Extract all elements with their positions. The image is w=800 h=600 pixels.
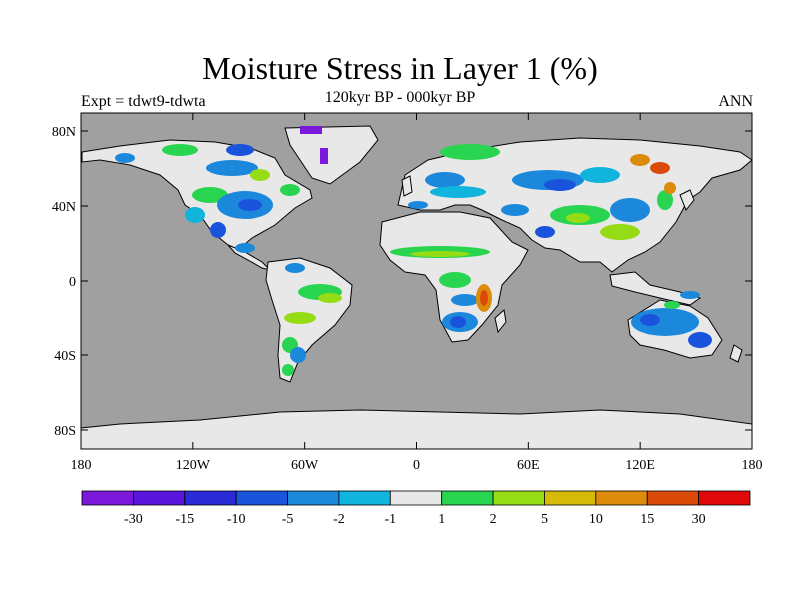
- map-title: Moisture Stress in Layer 1 (%): [202, 50, 598, 86]
- lon-tick-label: 180: [71, 458, 92, 473]
- lon-tick-label: 0: [413, 458, 420, 473]
- latitude-axis: 80N 40N 0 40S 80S: [52, 125, 752, 439]
- legend-label: 2: [490, 512, 497, 527]
- longitude-axis: 180 120W 60W 0 60E 120E 180: [71, 113, 763, 473]
- legend-label: -15: [175, 512, 194, 527]
- legend-label: -30: [124, 512, 143, 527]
- legend-swatch: [338, 490, 391, 506]
- legend-swatch: [646, 490, 700, 506]
- landmass-indonesia: [609, 271, 702, 306]
- legend-label: 15: [640, 512, 654, 527]
- legend-swatch: [389, 490, 443, 506]
- legend-swatch: [132, 490, 186, 506]
- landmass-british-isles: [401, 175, 413, 197]
- legend-swatch: [595, 490, 648, 506]
- lon-tick-label: 120W: [176, 458, 211, 473]
- lon-tick-label: 180: [742, 458, 763, 473]
- landmass-greenland: [284, 125, 379, 185]
- legend-swatch: [81, 490, 134, 506]
- lat-tick-label: 0: [69, 275, 76, 290]
- legend-label: -2: [333, 512, 345, 527]
- legend-label: 1: [438, 512, 445, 527]
- landmass-japan: [679, 189, 695, 211]
- lon-tick-label: 120E: [625, 458, 655, 473]
- landmass-new-zealand: [729, 344, 743, 363]
- legend-label: 5: [541, 512, 548, 527]
- legend-label: 30: [692, 512, 706, 527]
- lat-tick-label: 80S: [54, 424, 76, 439]
- legend-swatch: [235, 490, 288, 506]
- legend-swatch: [698, 490, 751, 506]
- legend-label: -1: [384, 512, 396, 527]
- color-legend: -30 -15 -10 -5 -2 -1 1 2 5 10 15 30: [81, 490, 751, 527]
- legend-swatch: [184, 490, 237, 506]
- legend-label: 10: [589, 512, 603, 527]
- lon-tick-label: 60E: [517, 458, 540, 473]
- season-label: ANN: [718, 93, 753, 110]
- lat-tick-label: 40S: [54, 349, 76, 364]
- lat-tick-label: 40N: [52, 200, 76, 215]
- lon-tick-label: 60W: [291, 458, 319, 473]
- legend-swatch: [441, 490, 494, 506]
- legend-swatch: [492, 490, 545, 506]
- legend-label: -5: [282, 512, 294, 527]
- legend-swatch: [287, 490, 340, 506]
- map-subtitle: 120kyr BP - 000kyr BP: [324, 89, 476, 106]
- lat-tick-label: 80N: [52, 125, 76, 140]
- experiment-label: Expt = tdwt9-tdwta: [81, 93, 206, 110]
- legend-label: -10: [227, 512, 246, 527]
- legend-swatch: [544, 490, 597, 506]
- landmass-madagascar: [494, 309, 507, 334]
- anomaly-patches: [115, 126, 712, 376]
